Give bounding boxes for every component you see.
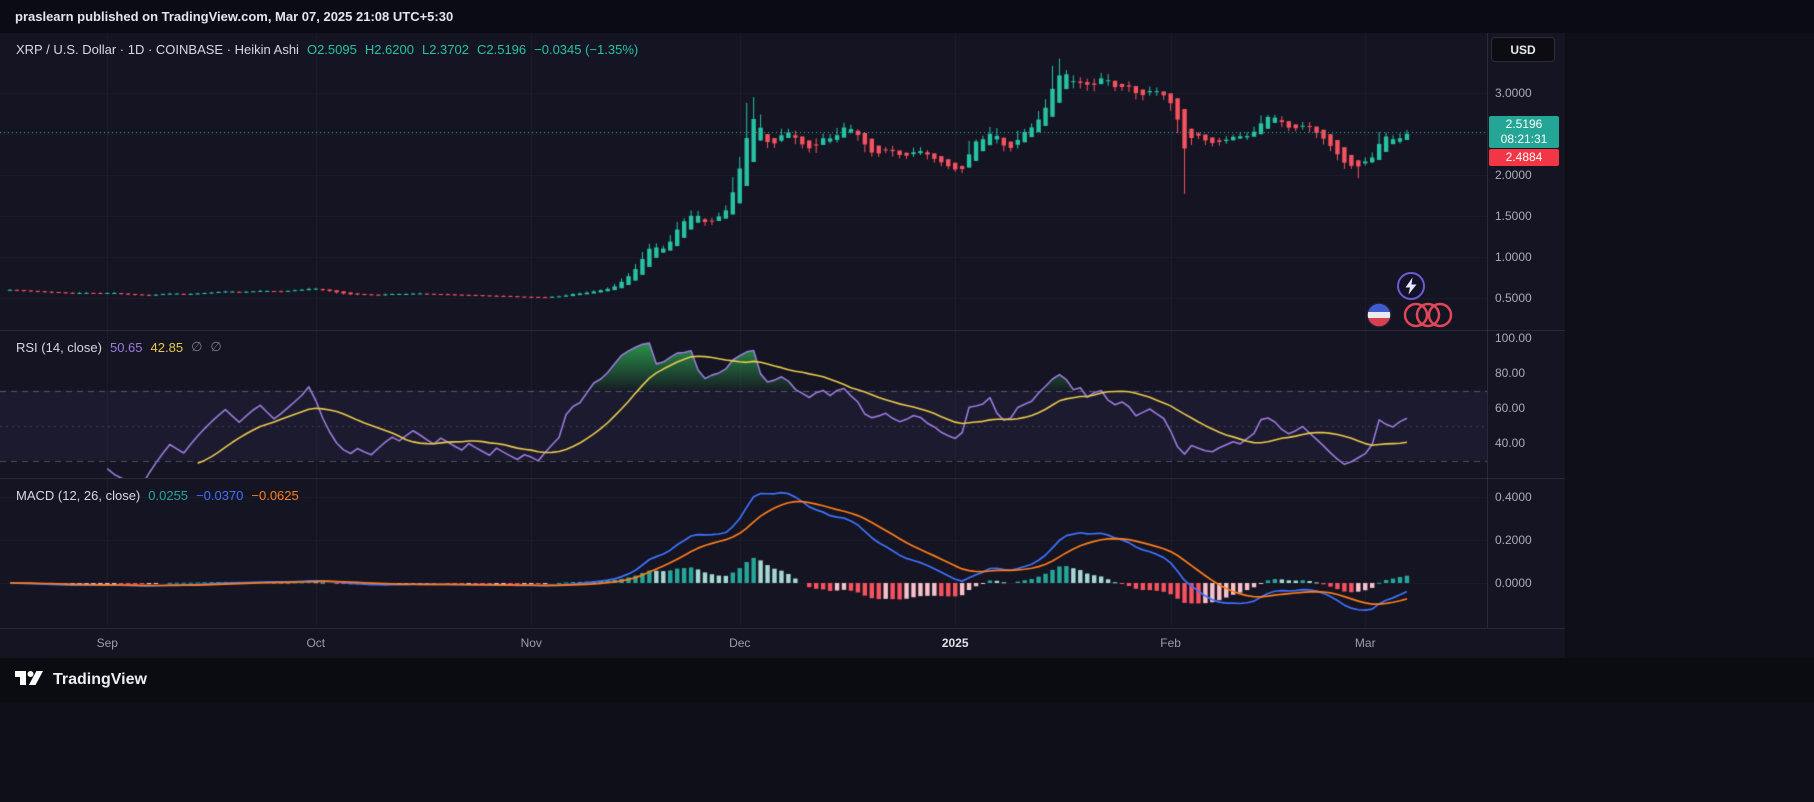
footer-bar: TradingView xyxy=(0,658,1814,702)
rsi-ma-value: 42.85 xyxy=(150,339,184,355)
publisher-bar: praslearn published on TradingView.com, … xyxy=(0,0,1814,33)
tradingview-logo[interactable] xyxy=(14,667,44,694)
pane-divider-rsi[interactable] xyxy=(0,330,1565,331)
publisher-text[interactable]: praslearn published on TradingView.com, … xyxy=(15,9,454,24)
rsi-axis-label: 40.00 xyxy=(1495,436,1526,450)
price-axis-label: 3.0000 xyxy=(1495,86,1532,100)
macd-axis-label: 0.0000 xyxy=(1495,576,1532,590)
tradingview-wordmark[interactable]: TradingView xyxy=(53,671,147,688)
rsi-empty-value-1: ∅ xyxy=(191,339,203,354)
reaction-icons[interactable] xyxy=(1364,300,1456,335)
rsi-title[interactable]: RSI (14, close) xyxy=(16,339,102,355)
symbol-title[interactable]: XRP / U.S. Dollar · 1D · COINBASE · Heik… xyxy=(16,42,299,57)
macd-axis-label: 0.4000 xyxy=(1495,490,1532,504)
ohlc-open: O2.5095 xyxy=(306,42,357,57)
time-axis-label-mar: Mar xyxy=(1354,636,1376,650)
rsi-axis-label: 100.00 xyxy=(1495,331,1532,345)
rsi-canvas[interactable] xyxy=(0,330,1487,478)
macd-axis-label: 0.2000 xyxy=(1495,533,1532,547)
rsi-empty-value-2: ∅ xyxy=(210,339,222,354)
plot-area[interactable] xyxy=(0,33,1487,628)
price-axis[interactable]: USD 3.0000 2.0000 1.5000 1.0000 0.5000 100.00… xyxy=(1487,33,1566,628)
time-axis-label-feb: Feb xyxy=(1160,636,1181,650)
macd-legend: MACD (12, 26, close) 0.0255 −0.0370 −0.0… xyxy=(16,488,299,503)
price-change: −0.0345 (−1.35%) xyxy=(534,42,639,57)
pane-divider-time-axis xyxy=(0,628,1565,629)
macd-title[interactable]: MACD (12, 26, close) xyxy=(16,488,141,503)
time-axis[interactable]: Sep Oct Nov Dec 2025 Feb Mar xyxy=(0,628,1565,658)
current-price-badge: 2.5196 08:21:31 xyxy=(1489,116,1559,149)
lightning-icon-button[interactable] xyxy=(1396,271,1426,306)
macd-hist-value: 0.0255 xyxy=(148,488,189,503)
chart-widget: XRP / U.S. Dollar · 1D · COINBASE · Heik… xyxy=(0,33,1565,658)
ohlc-low: L2.3702 xyxy=(421,42,469,57)
price-axis-label: 1.5000 xyxy=(1495,209,1532,223)
time-axis-label-sep: Sep xyxy=(96,636,118,650)
lightning-icon xyxy=(1397,272,1425,300)
ohlc-high: H2.6200 xyxy=(364,42,414,57)
time-axis-label-2025: 2025 xyxy=(941,636,969,650)
ohlc-close: C2.5196 xyxy=(476,42,527,57)
symbol-legend: XRP / U.S. Dollar · 1D · COINBASE · Heik… xyxy=(16,42,638,57)
price-axis-label: 1.0000 xyxy=(1495,250,1532,264)
main-price-canvas[interactable] xyxy=(0,33,1487,330)
alert-price-badge: 2.4884 xyxy=(1489,149,1559,167)
price-axis-label: 2.0000 xyxy=(1495,168,1532,182)
price-axis-label: 0.5000 xyxy=(1495,291,1532,305)
currency-toggle-button[interactable]: USD xyxy=(1491,37,1555,62)
pane-divider-macd[interactable] xyxy=(0,478,1565,479)
bar-countdown: 08:21:31 xyxy=(1500,132,1548,147)
time-axis-label-dec: Dec xyxy=(729,636,751,650)
macd-line-value: −0.0370 xyxy=(196,488,244,503)
time-axis-label-oct: Oct xyxy=(306,636,326,650)
rsi-axis-label: 60.00 xyxy=(1495,401,1526,415)
rsi-value: 50.65 xyxy=(109,339,143,355)
alert-price-value: 2.4884 xyxy=(1505,150,1543,165)
rsi-legend: RSI (14, close) 50.65 42.85 ∅ ∅ xyxy=(16,339,222,355)
macd-signal-value: −0.0625 xyxy=(251,488,299,503)
time-axis-label-nov: Nov xyxy=(520,636,542,650)
current-price-value: 2.5196 xyxy=(1505,117,1543,132)
rsi-axis-label: 80.00 xyxy=(1495,366,1526,380)
reaction-circles-icon xyxy=(1366,302,1453,328)
macd-canvas[interactable] xyxy=(0,478,1487,628)
